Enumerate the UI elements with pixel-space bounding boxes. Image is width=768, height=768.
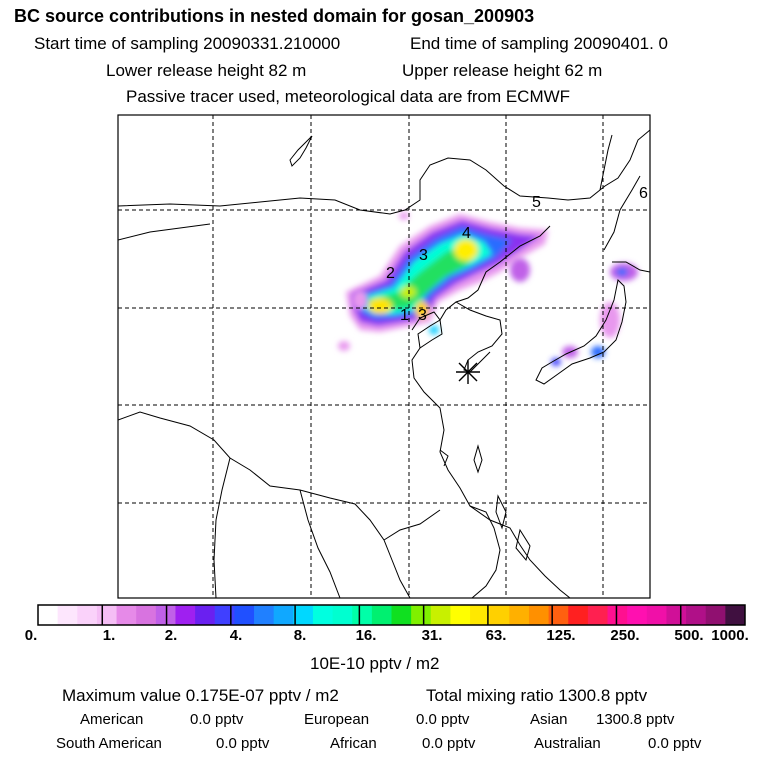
colorbar-unit: 10E-10 pptv / m2 (310, 654, 440, 673)
colorbar-swatch (470, 605, 491, 625)
colorbar-swatch (175, 605, 196, 625)
colorbar-swatch (528, 605, 550, 625)
colorbar-swatch (627, 605, 648, 625)
australian-label: Australian (534, 735, 601, 752)
colorbar-tick-label: 500. (674, 627, 704, 644)
american-value: 0.0 pptv (190, 711, 244, 728)
start-time-label: Start time of sampling 20090331.210000 (34, 34, 341, 53)
african-value: 0.0 pptv (422, 735, 476, 752)
european-value: 0.0 pptv (416, 711, 470, 728)
colorbar-swatch (116, 605, 137, 625)
region-label-3a: 3 (419, 247, 428, 264)
colorbar-swatch (96, 605, 118, 625)
colorbar-swatch (705, 605, 726, 625)
lower-release-label: Lower release height 82 m (106, 61, 307, 80)
colorbar-swatch (77, 605, 98, 625)
colorbar-tick-label: 4. (229, 627, 243, 644)
south-american-label: South American (56, 735, 162, 752)
asian-value: 1300.8 pptv (596, 711, 675, 728)
colorbar-swatch (195, 605, 216, 625)
colorbar-swatch (411, 605, 432, 625)
asterisk-star-icon (456, 360, 480, 384)
colorbar-swatch (509, 605, 530, 625)
colorbar-swatch (548, 605, 569, 625)
colorbar-swatch (352, 605, 373, 625)
colorbar-swatch (214, 605, 235, 625)
colorbar-tick-label: 2. (164, 627, 178, 644)
map-area (118, 115, 650, 598)
colorbar-swatch (666, 605, 687, 625)
colorbar-swatch (293, 605, 314, 625)
colorbar-swatch (312, 605, 334, 625)
region-label-2: 2 (386, 265, 395, 282)
total-mixing-ratio-text: Total mixing ratio 1300.8 pptv (426, 686, 648, 705)
colorbar-swatch (430, 605, 451, 625)
region-label-1: 1 (400, 307, 409, 324)
concentration-spots (338, 212, 638, 366)
colorbar-swatch (587, 605, 609, 625)
map-frame (117, 114, 651, 599)
max-value-text: Maximum value 0.175E-07 pptv / m2 (62, 686, 339, 705)
end-time-label: End time of sampling 20090401. 0 (410, 34, 669, 53)
colorbar-tick-label: 63. (485, 627, 507, 644)
european-label: European (304, 711, 370, 728)
colorbar-swatch (450, 605, 471, 625)
colorbar-swatch (57, 605, 78, 625)
colorbar-swatch (489, 605, 510, 625)
colorbar-swatch (371, 605, 392, 625)
colorbar-swatch (686, 605, 707, 625)
colorbar-swatch (38, 605, 59, 625)
tracer-note: Passive tracer used, meteorological data… (126, 87, 571, 106)
south-american-value: 0.0 pptv (216, 735, 270, 752)
colorbar-outline (37, 604, 746, 626)
colorbar-tick-label: 1000. (711, 627, 749, 644)
colorbar-tick-label: 31. (421, 627, 443, 644)
colorbar-swatch (273, 605, 294, 625)
page-title: BC source contributions in nested domain… (14, 6, 535, 26)
coastlines (118, 129, 650, 598)
region-label-5: 5 (532, 194, 541, 211)
colorbar-swatch (391, 605, 412, 625)
colorbar-swatch (332, 605, 353, 625)
colorbar-swatch (136, 605, 157, 625)
american-label: American (80, 711, 144, 728)
colorbar-swatch (646, 605, 667, 625)
region-label-3b: 3 (418, 307, 427, 324)
region-label-6: 6 (639, 185, 648, 202)
australian-value: 0.0 pptv (648, 735, 702, 752)
region-labels: 1 2 3 3 4 5 6 (386, 185, 648, 324)
colorbar-tick-label: 8. (293, 627, 307, 644)
asian-label: Asian (530, 711, 568, 728)
region-label-4: 4 (462, 225, 471, 242)
african-label: African (330, 735, 377, 752)
colorbar-tick-label: 125. (546, 627, 576, 644)
colorbar-tick-label: 0. (24, 627, 38, 644)
colorbar-swatch (607, 605, 628, 625)
colorbar-swatch (725, 605, 746, 625)
colorbar-tick-label: 16. (355, 627, 377, 644)
colorbar-swatch (254, 605, 275, 625)
colorbar (37, 604, 746, 626)
colorbar-tick-label: 1. (102, 627, 116, 644)
upper-release-label: Upper release height 62 m (402, 61, 603, 80)
concentration-field (346, 214, 548, 335)
colorbar-swatch (234, 605, 255, 625)
colorbar-swatch (568, 605, 589, 625)
colorbar-tick-label: 250. (610, 627, 640, 644)
lat-lon-grid (118, 115, 650, 598)
